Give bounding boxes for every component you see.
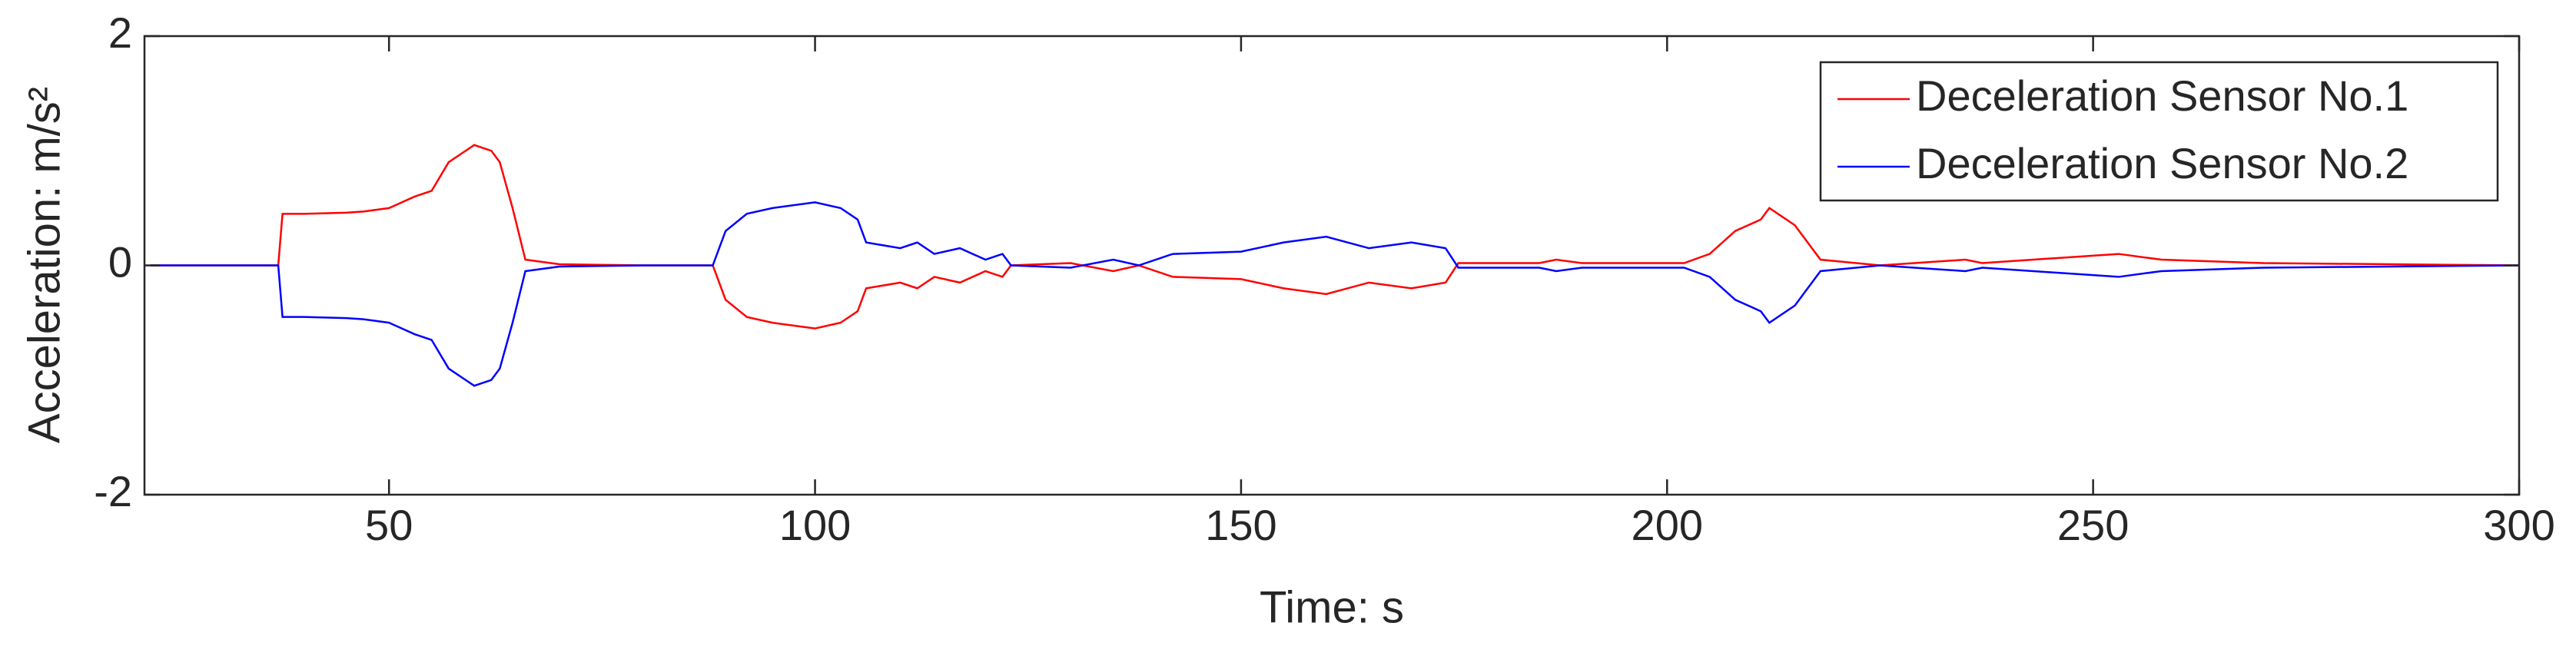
x-tick-label: 50 — [365, 501, 413, 549]
legend-label: Deceleration Sensor No.2 — [1916, 139, 2408, 187]
x-tick-label: 100 — [779, 501, 851, 549]
y-tick-label: 0 — [108, 237, 132, 286]
x-axis-label: Time: s — [1260, 582, 1404, 632]
x-tick-label: 250 — [2057, 501, 2129, 549]
y-tick-label: -2 — [94, 467, 132, 515]
data-line — [150, 201, 2520, 387]
legend-box — [1819, 61, 2499, 202]
y-axis-label: Acceleration: m/s² — [19, 87, 69, 443]
x-tick-label: 300 — [2483, 501, 2554, 549]
x-tick-label: 200 — [1632, 501, 1703, 549]
data-line — [150, 144, 2520, 330]
y-tick-label: 2 — [108, 8, 132, 57]
legend-label: Deceleration Sensor No.1 — [1916, 71, 2408, 120]
x-tick-label: 150 — [1205, 501, 1276, 549]
